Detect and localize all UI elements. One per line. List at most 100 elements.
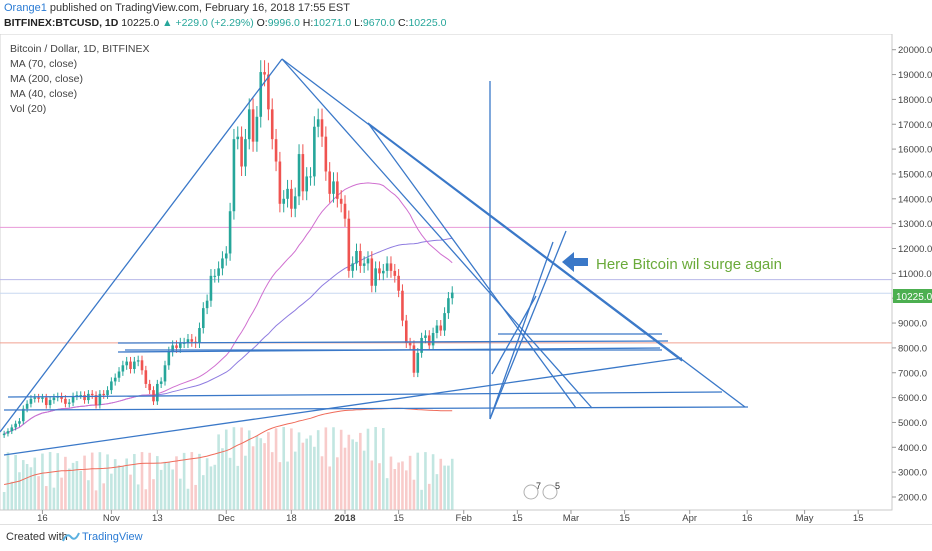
legend-vol[interactable]: Vol (20) (10, 103, 47, 115)
event-badges[interactable]: 7 5 (523, 481, 560, 500)
candle-body (205, 300, 209, 309)
y-tick-label: 14000.0 (898, 194, 932, 205)
volume-bar (274, 428, 278, 510)
candle-body (339, 198, 343, 204)
trendline[interactable] (281, 58, 683, 362)
y-tick-label: 19000.0 (898, 70, 932, 81)
candle-body (259, 72, 263, 117)
volume-bar (443, 465, 446, 510)
candle-body (25, 403, 29, 409)
candle-body (232, 139, 236, 212)
volume-bar (416, 452, 420, 510)
volume-bar (420, 489, 423, 510)
candle-body (37, 397, 40, 399)
flag-icon[interactable] (523, 484, 539, 500)
legend-ma40[interactable]: MA (40, close) (10, 88, 78, 100)
chart-area[interactable]: 2000.0 3000.0 4000.0 5000.0 6000.0 7000.0 8000… (0, 33, 932, 524)
volume-bar (447, 465, 450, 510)
trendline[interactable] (117, 340, 669, 344)
trendline[interactable] (367, 122, 577, 409)
candle-body (224, 253, 228, 259)
candle-body (60, 396, 63, 399)
volume-bar (41, 453, 44, 510)
candle-body (213, 275, 217, 277)
plot-background (0, 33, 893, 511)
volume-bar (232, 427, 236, 510)
x-tick-label: 2018 (334, 513, 355, 524)
volume-bar (290, 428, 293, 510)
legend-ma200[interactable]: MA (200, close) (10, 73, 83, 85)
volume-bar (117, 465, 121, 510)
candle-body (267, 74, 270, 110)
volume-bar (29, 467, 33, 510)
candle-body (274, 139, 278, 162)
tradingview-brand[interactable]: TradingView (82, 531, 143, 543)
trendline[interactable] (0, 58, 283, 433)
volume-bar (205, 458, 209, 510)
candle-body (182, 342, 186, 344)
author-link[interactable]: Orange1 (4, 2, 47, 14)
volume-bar (10, 481, 14, 510)
volume-bar (270, 452, 274, 510)
candle-body (52, 397, 56, 401)
volume-bar (439, 458, 443, 510)
legend-ma70[interactable]: MA (70, close) (10, 58, 78, 70)
close-value: 10225.0 (408, 17, 447, 29)
created-with-label: Created with (6, 531, 68, 543)
x-tick-label: Mar (563, 513, 579, 524)
price-badge-bg (893, 289, 932, 303)
volume-bar (385, 478, 389, 510)
trendline[interactable] (117, 347, 661, 353)
y-tick-label: 11000.0 (898, 269, 932, 280)
volume-bar (309, 435, 312, 510)
trendline[interactable] (3, 406, 749, 411)
volume-bar (305, 438, 308, 510)
candle-body (404, 320, 408, 343)
flag-icon[interactable] (542, 484, 558, 500)
volume-bar (159, 469, 163, 510)
volume-bar (106, 454, 109, 510)
candle-body (75, 395, 79, 397)
trendline[interactable] (489, 230, 567, 420)
volume-bar (190, 452, 194, 510)
trendline[interactable] (367, 122, 746, 408)
candle-body (247, 109, 251, 140)
candle-body (14, 423, 17, 428)
candle-body (121, 365, 125, 372)
annotation-group: Here Bitcoin wil surge again (562, 252, 782, 273)
trendline[interactable] (491, 295, 537, 375)
volume-bar (75, 461, 79, 510)
x-tick-label: 15 (512, 513, 523, 524)
tradingview-logo-icon (62, 532, 80, 542)
volume-bar (71, 462, 75, 510)
volume-bar (301, 442, 305, 510)
candle-body (347, 218, 351, 271)
candle-body (163, 365, 167, 382)
annotation-text: Here Bitcoin wil surge again (596, 256, 782, 273)
candle-body (90, 393, 94, 396)
volume-bar (171, 469, 174, 510)
candle-body (10, 427, 14, 432)
volume-bar (351, 439, 354, 510)
candle-body (133, 361, 136, 370)
trendline[interactable] (489, 241, 554, 420)
trendline[interactable] (3, 357, 683, 456)
candle-body (221, 258, 224, 269)
volume-bar (362, 450, 366, 510)
volume-bar (431, 454, 435, 510)
trendline[interactable] (7, 391, 723, 398)
volume-bar (87, 480, 90, 510)
candle-body (201, 308, 205, 329)
volume-bar (450, 458, 454, 510)
candle-body (324, 136, 328, 172)
price-chart-svg[interactable]: 2000.0 3000.0 4000.0 5000.0 6000.0 7000.0 8000… (0, 33, 932, 524)
volume-bar (293, 451, 297, 510)
volume-bar (259, 438, 263, 510)
candle-body (297, 154, 301, 197)
y-tick-label: 4000.0 (898, 443, 927, 454)
volume-bar (278, 462, 282, 510)
candle-body (385, 263, 389, 271)
volume-bar (140, 452, 144, 510)
candle-body (382, 270, 385, 274)
volume-bar (198, 453, 201, 510)
